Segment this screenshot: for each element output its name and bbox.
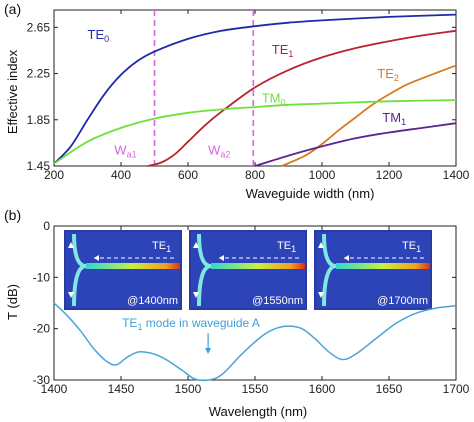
a-vline-label-0: Wa1	[114, 142, 136, 159]
panel-a-xlabel: Waveguide width (nm)	[246, 186, 375, 201]
a-xtick-label-1000: 1000	[309, 168, 336, 182]
a-vline-label-1-main: W	[208, 142, 221, 157]
a-series-label-te1-main: TE	[272, 42, 289, 57]
b-inset-mode-label-2-sub: 1	[416, 244, 421, 254]
a-series-label-te1-sub: 1	[288, 49, 293, 59]
a-series-label-tm0-main: TM	[262, 90, 281, 105]
panel-b-ylabel: T (dB)	[5, 284, 20, 320]
b-annotation-text: mode in waveguide A	[142, 316, 259, 330]
b-inset-field-1	[191, 232, 305, 308]
b-xtick-label-1650: 1650	[376, 382, 403, 396]
b-ytick-label-0: 0	[43, 219, 50, 233]
b-annotation-arrowhead	[205, 348, 212, 354]
b-inset-field-0	[66, 232, 180, 308]
b-inset-wavelength-label-2: @1700nm	[377, 295, 428, 307]
panel-a-chart: 200 400 600 800 1000 1200 14001.451.852.252.65…	[27, 9, 470, 182]
b-inset-arrowhead-down-0	[68, 292, 74, 298]
b-inset-arrowhead-up-0	[68, 242, 74, 248]
a-ytick-label-3: 2.65	[27, 20, 51, 34]
a-xtick-label-200: 200	[44, 168, 64, 182]
a-vline-label-0-main: W	[114, 142, 127, 157]
b-inset-bend-down-1	[197, 264, 212, 307]
a-series-line-tm0	[53, 99, 457, 165]
b-inset-bend-down-0	[72, 264, 87, 307]
b-ytick-label-1: -10	[33, 270, 51, 284]
b-inset-mode-label-0: TE1	[152, 240, 171, 254]
b-inset-mode-label-1-sub: 1	[291, 244, 296, 254]
b-inset-mode-label-2-main: TE	[402, 240, 416, 252]
b-ytick-label-2: -20	[33, 322, 51, 336]
b-inset-arrowhead-down-1	[193, 292, 199, 298]
b-xtick-label-1600: 1600	[309, 382, 336, 396]
b-inset-bend-down-2	[322, 264, 337, 307]
b-inset-arrowhead-in-0	[94, 255, 99, 261]
a-ytick-label-2: 2.25	[27, 67, 51, 81]
b-inset-arrowhead-down-2	[318, 292, 324, 298]
b-inset-mode-label-0-main: TE	[152, 240, 166, 252]
a-series-label-tm1: TM1	[382, 110, 406, 127]
a-series-label-te1: TE1	[272, 42, 294, 59]
b-inset-wavelength-label-1: @1550nm	[252, 295, 303, 307]
a-xtick-label-400: 400	[111, 168, 131, 182]
b-inset-arrowhead-in-1	[219, 255, 224, 261]
b-annotation-prefix: TE	[122, 316, 137, 330]
b-xtick-label-1450: 1450	[108, 382, 135, 396]
b-inset-1: TE1 @1550nm	[189, 230, 307, 310]
a-series-label-te2-sub: 2	[394, 73, 399, 83]
a-xtick-label-1400: 1400	[443, 168, 470, 182]
b-xtick-label-1700: 1700	[443, 382, 470, 396]
a-vline-label-1-sub: a2	[220, 149, 230, 159]
panel-b-xlabel: Wavelength (nm)	[209, 404, 308, 419]
b-xtick-label-1550: 1550	[242, 382, 269, 396]
a-vline-label-1: Wa2	[208, 142, 230, 159]
a-series-label-tm1-main: TM	[382, 110, 401, 125]
b-ytick-label-3: -30	[33, 373, 51, 387]
b-inset-arrowhead-up-2	[318, 242, 324, 248]
a-series-line-te0	[53, 13, 457, 165]
panel-a-ylabel: Effective index	[5, 49, 20, 134]
a-series-label-te0-main: TE	[88, 27, 105, 42]
panel-b-chart: 1400 1450 1500 1550 1600 1650 1700 0 -10 -20 -30 TE…	[33, 219, 470, 396]
a-xtick-label-1200: 1200	[376, 168, 403, 182]
a-vline-label-0-sub: a1	[127, 149, 137, 159]
b-inset-arrowhead-up-1	[193, 242, 199, 248]
a-series-label-tm0-sub: 0	[280, 97, 285, 107]
b-inset-mode-label-1: TE1	[277, 240, 296, 254]
b-inset-wavelength-label-0: @1400nm	[127, 295, 178, 307]
a-ytick-label-0: 1.45	[27, 159, 51, 173]
b-inset-mode-label-1-main: TE	[277, 240, 291, 252]
a-series-label-te0-sub: 0	[104, 34, 109, 44]
b-inset-0: TE1 @1400nm	[64, 230, 182, 310]
b-inset-field-2	[316, 232, 430, 308]
b-xtick-label-1400: 1400	[41, 382, 68, 396]
b-inset-waveguide-0	[86, 263, 180, 269]
b-annotation-sub: 1	[137, 322, 142, 332]
a-series-label-tm0: TM0	[262, 90, 286, 107]
b-inset-arrowhead-in-2	[344, 255, 349, 261]
b-xtick-label-1500: 1500	[175, 382, 202, 396]
a-ytick-label-1: 1.85	[27, 113, 51, 127]
a-series-label-te2-main: TE	[377, 66, 394, 81]
b-inset-waveguide-1	[211, 263, 305, 269]
panel-a-label: (a)	[4, 1, 21, 17]
b-inset-mode-label-0-sub: 1	[166, 244, 171, 254]
a-series-label-te0: TE0	[88, 27, 110, 44]
b-inset-2: TE1 @1700nm	[314, 230, 432, 310]
a-series-label-te2: TE2	[377, 66, 399, 83]
b-inset-waveguide-2	[336, 263, 430, 269]
a-xtick-label-600: 600	[178, 168, 198, 182]
b-inset-mode-label-2: TE1	[402, 240, 421, 254]
panel-b-label: (b)	[4, 207, 21, 223]
a-series-line-te1	[147, 29, 457, 167]
a-xtick-label-800: 800	[245, 168, 265, 182]
b-annotation: TE1 mode in waveguide A	[122, 316, 260, 332]
b-series-line	[53, 302, 457, 382]
a-series-label-tm1-sub: 1	[401, 117, 406, 127]
a-series-line-te2	[281, 64, 457, 167]
a-series-line-tm1	[254, 122, 457, 167]
